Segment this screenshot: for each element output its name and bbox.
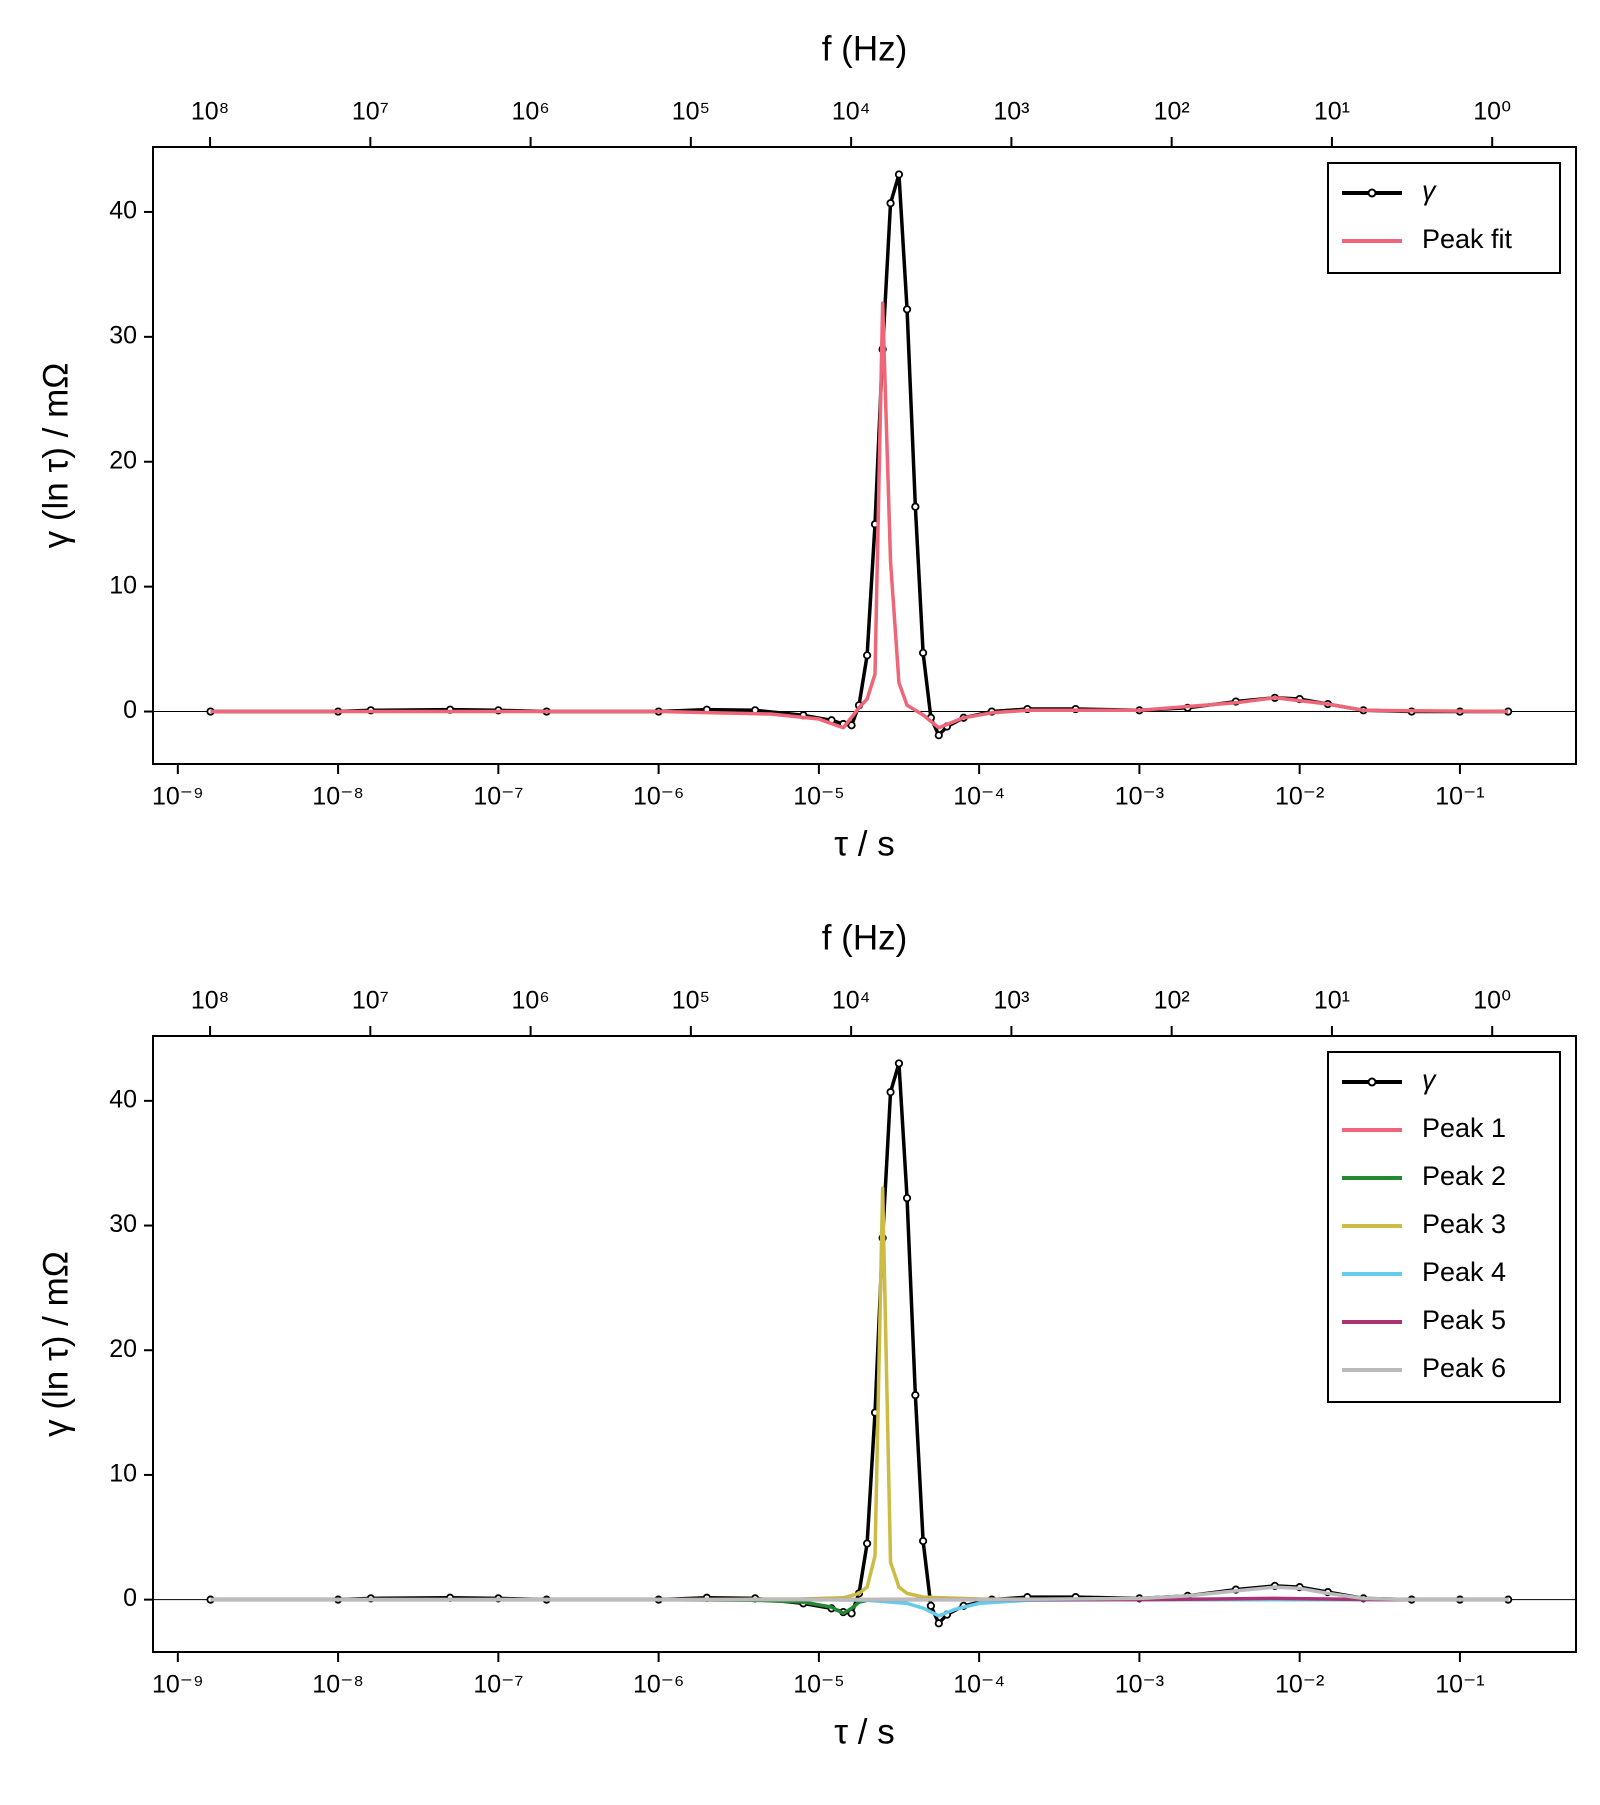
data-point: [918, 648, 928, 657]
plot-area: [153, 170, 1576, 740]
x-tick-label: 10⁻⁹: [152, 1671, 204, 1699]
y-tick-label: 20: [109, 1335, 137, 1363]
x2-tick-label: 10³: [993, 98, 1029, 126]
x-tick-label: 10⁻⁶: [633, 1671, 684, 1699]
x2-tick-label: 10⁷: [352, 98, 389, 126]
data-point: [911, 502, 920, 511]
x2-tick-label: 10⁸: [191, 98, 229, 126]
x2-tick-label: 10⁰: [1473, 987, 1511, 1015]
y-tick-label: 30: [109, 1210, 137, 1238]
x2-tick-label: 10⁵: [672, 987, 710, 1015]
x-tick-label: 10⁻⁷: [473, 1671, 523, 1699]
x2-tick-label: 10⁷: [352, 987, 389, 1015]
data-point: [894, 1059, 904, 1068]
legend-label: Peak 5: [1422, 1305, 1506, 1335]
x-tick-label: 10⁻⁴: [953, 783, 1005, 811]
data-point: [863, 651, 872, 660]
x-tick-label: 10⁻⁷: [473, 783, 523, 811]
x-tick-label: 10⁻⁵: [793, 783, 844, 811]
data-point: [934, 731, 943, 740]
plot-area: [153, 1059, 1576, 1628]
legend-label: Peak 1: [1422, 1113, 1506, 1143]
legend-marker: [1367, 188, 1377, 198]
y-tick-label: 0: [123, 1584, 137, 1612]
x2-tick-label: 10⁶: [512, 98, 550, 126]
x-axis-label: τ / s: [834, 1712, 895, 1751]
y-tick-label: 10: [109, 571, 137, 599]
legend-label: Peak 6: [1422, 1353, 1506, 1383]
legend-label: Peak 3: [1422, 1209, 1506, 1239]
x2-tick-label: 10¹: [1314, 987, 1350, 1015]
legend-label: γ: [1422, 176, 1437, 206]
x-tick-label: 10⁻³: [1115, 1671, 1164, 1699]
data-point: [934, 1619, 943, 1628]
legend-marker: [1367, 1077, 1377, 1087]
data-point: [918, 1536, 928, 1546]
x2-tick-label: 10⁶: [512, 987, 550, 1015]
data-point: [911, 1391, 920, 1400]
x-tick-label: 10⁻⁸: [312, 783, 364, 811]
legend-box: [1327, 162, 1561, 274]
plot-frame: [152, 1035, 1577, 1653]
y-tick-label: 10: [109, 1460, 137, 1488]
x2-tick-label: 10⁰: [1473, 98, 1511, 126]
x2-tick-label: 10³: [993, 987, 1029, 1015]
legend-label: Peak 2: [1422, 1161, 1506, 1191]
data-point: [926, 1601, 935, 1610]
x2-tick-label: 10⁴: [832, 98, 871, 126]
series-line: [210, 1585, 1509, 1602]
legend-label: γ: [1422, 1065, 1437, 1095]
y-tick-label: 40: [109, 1085, 137, 1113]
x2-tick-label: 10²: [1154, 987, 1190, 1015]
y-axis-label: γ (ln τ) / mΩ: [36, 363, 75, 549]
x2-axis-label: f (Hz): [822, 29, 908, 68]
x-tick-label: 10⁻³: [1115, 783, 1164, 811]
x2-axis-label: f (Hz): [822, 918, 908, 957]
y-tick-label: 20: [109, 446, 137, 474]
legend-label: Peak 4: [1422, 1257, 1506, 1287]
series-line: [210, 1061, 1509, 1626]
x-tick-label: 10⁻⁴: [953, 1671, 1005, 1699]
data-point: [863, 1539, 872, 1548]
y-tick-label: 40: [109, 197, 137, 225]
x-tick-label: 10⁻¹: [1435, 1671, 1484, 1699]
x-tick-label: 10⁻²: [1275, 783, 1324, 811]
x-tick-label: 10⁻⁸: [312, 1671, 364, 1699]
data-point: [902, 1194, 912, 1203]
y-tick-label: 30: [109, 321, 137, 349]
data-point: [894, 170, 904, 179]
data-point: [847, 721, 856, 730]
x-tick-label: 10⁻⁵: [793, 1671, 844, 1699]
y-tick-label: 0: [123, 696, 137, 724]
x2-tick-label: 10⁴: [832, 987, 871, 1015]
series-line: [210, 1186, 1509, 1602]
y-axis-label: γ (ln τ) / mΩ: [36, 1251, 75, 1437]
series-line: [210, 301, 1509, 730]
legend-label: Peak fit: [1422, 224, 1513, 254]
data-point: [886, 1088, 895, 1097]
data-point: [886, 199, 895, 208]
x2-tick-label: 10¹: [1314, 98, 1350, 126]
x2-tick-label: 10⁵: [672, 98, 710, 126]
series-line: [210, 172, 1509, 738]
x-tick-label: 10⁻²: [1275, 1671, 1324, 1699]
data-point: [902, 305, 912, 314]
x-axis-label: τ / s: [834, 824, 895, 863]
plot-frame: [152, 146, 1577, 765]
x-tick-label: 10⁻⁶: [633, 783, 684, 811]
x-tick-label: 10⁻⁹: [152, 783, 204, 811]
x2-tick-label: 10⁸: [191, 987, 229, 1015]
x2-tick-label: 10²: [1154, 98, 1190, 126]
x-tick-label: 10⁻¹: [1435, 783, 1484, 811]
